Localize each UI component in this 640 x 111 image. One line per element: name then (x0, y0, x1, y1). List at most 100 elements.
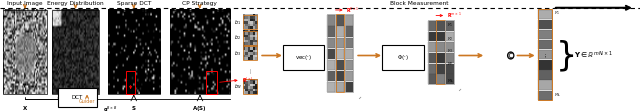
Bar (243, 46, 257, 60)
Text: Input Image: Input Image (7, 1, 43, 6)
Bar (327, 49, 335, 59)
Bar (108, 10, 160, 94)
Bar (327, 14, 335, 92)
Text: $\mathrm{vec}(\cdot)$: $\mathrm{vec}(\cdot)$ (295, 53, 312, 62)
Text: $\mathbf{R}^{I\times I}$: $\mathbf{R}^{I\times I}$ (242, 75, 253, 85)
Bar (428, 42, 436, 52)
Text: $y_p$: $y_p$ (447, 60, 453, 68)
Text: ...: ... (456, 85, 463, 92)
Bar (538, 20, 552, 29)
Bar (336, 15, 344, 26)
Bar (428, 20, 436, 84)
Bar (538, 70, 552, 80)
Text: $\mathbf{A(S)}$: $\mathbf{A(S)}$ (192, 104, 207, 111)
Text: $y_{N_i}$: $y_{N_i}$ (447, 77, 454, 85)
Bar (445, 53, 454, 63)
FancyBboxPatch shape (283, 45, 324, 70)
Text: $y_3$: $y_3$ (447, 47, 453, 55)
Bar (436, 21, 445, 31)
FancyBboxPatch shape (58, 88, 97, 107)
Bar (206, 71, 217, 94)
Bar (445, 21, 454, 31)
Ellipse shape (508, 52, 514, 59)
Text: ...: ... (542, 52, 547, 57)
Bar (327, 71, 335, 81)
Bar (428, 21, 436, 31)
Bar (345, 60, 353, 70)
Text: DCT: DCT (72, 95, 83, 100)
Text: Block Measurement: Block Measurement (390, 1, 449, 6)
Bar (538, 91, 552, 100)
Bar (345, 38, 353, 48)
Bar (126, 71, 135, 94)
Text: CP Strategy: CP Strategy (182, 1, 217, 6)
Text: $\mathbf{R}^{K\times 1}$: $\mathbf{R}^{K\times 1}$ (346, 5, 360, 15)
Bar (243, 31, 257, 45)
Bar (243, 79, 257, 94)
Text: $b_3$: $b_3$ (234, 49, 241, 58)
Bar (428, 32, 436, 41)
Bar (345, 82, 353, 92)
Bar (538, 10, 552, 19)
FancyBboxPatch shape (382, 45, 424, 70)
Bar (170, 10, 230, 94)
Text: $y_1$: $y_1$ (447, 22, 453, 29)
Bar (428, 53, 436, 63)
Bar (538, 30, 552, 39)
Bar (327, 38, 335, 48)
Bar (436, 20, 445, 84)
Text: Sparse DCT: Sparse DCT (116, 1, 151, 6)
Bar (445, 74, 454, 84)
Bar (445, 64, 454, 74)
Text: Guider: Guider (79, 99, 95, 104)
Bar (336, 14, 344, 92)
Bar (345, 14, 353, 92)
Text: $\mathbf{Y}\in\mathbb{R}^{mN_i\times 1}$: $\mathbf{Y}\in\mathbb{R}^{mN_i\times 1}$ (574, 50, 614, 61)
Text: $\Phi(\cdot)$: $\Phi(\cdot)$ (397, 53, 409, 62)
Text: $b_N$: $b_N$ (234, 82, 241, 91)
Bar (436, 32, 445, 41)
Bar (336, 49, 344, 59)
Bar (445, 42, 454, 52)
Text: ...: ... (356, 93, 363, 100)
Text: ...: ... (248, 67, 253, 73)
Text: $b_2$: $b_2$ (234, 33, 241, 42)
Text: $b_1$: $b_1$ (234, 18, 241, 27)
Bar (327, 60, 335, 70)
Bar (538, 50, 552, 59)
Bar (3, 10, 47, 94)
Bar (436, 53, 445, 63)
Bar (436, 64, 445, 74)
Bar (336, 82, 344, 92)
Bar (52, 10, 99, 94)
Bar (336, 71, 344, 81)
Bar (538, 9, 552, 100)
Text: $y_{N_i}$: $y_{N_i}$ (554, 92, 561, 99)
Bar (436, 74, 445, 84)
Bar (538, 60, 552, 70)
Bar (336, 60, 344, 70)
Bar (345, 71, 353, 81)
Text: Energy Distribution: Energy Distribution (47, 1, 104, 6)
Bar (327, 26, 335, 37)
Bar (345, 15, 353, 26)
Text: $\copyright$: $\copyright$ (506, 50, 515, 61)
Text: $\mathbf{S}$: $\mathbf{S}$ (131, 104, 136, 111)
Text: $\mathbf{g}^{B\times B}$: $\mathbf{g}^{B\times B}$ (103, 104, 117, 111)
Bar (345, 26, 353, 37)
Bar (243, 15, 257, 29)
Text: $\mathbf{R}^{m\times 1}$: $\mathbf{R}^{m\times 1}$ (447, 11, 461, 20)
Bar (436, 42, 445, 52)
Bar (445, 32, 454, 41)
Text: $y_2$: $y_2$ (447, 35, 453, 43)
Bar (327, 15, 335, 26)
Bar (428, 74, 436, 84)
Bar (336, 38, 344, 48)
Bar (428, 64, 436, 74)
Text: $y_1$: $y_1$ (554, 9, 561, 17)
Bar (336, 26, 344, 37)
Bar (538, 40, 552, 49)
Bar (538, 80, 552, 90)
Text: $\mathbf{X}$: $\mathbf{X}$ (22, 104, 28, 111)
Text: }: } (556, 39, 577, 72)
